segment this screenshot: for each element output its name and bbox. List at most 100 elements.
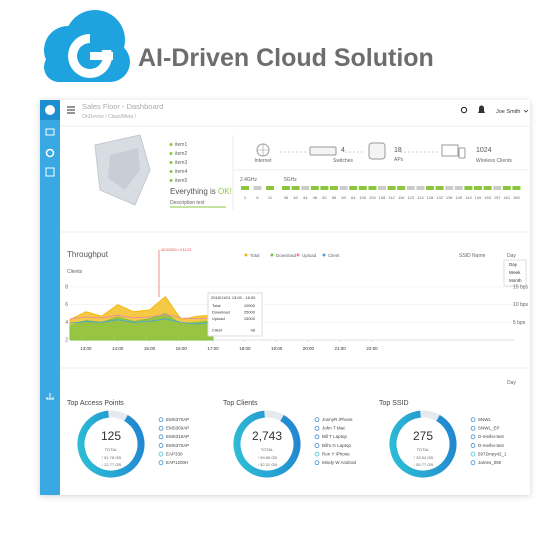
channel-label: 157 — [494, 195, 501, 200]
list-item[interactable]: EMS310AP — [166, 434, 189, 439]
channel-bar — [310, 186, 319, 190]
ssid-dropdown[interactable] — [450, 250, 492, 259]
list-item[interactable]: James_050 — [478, 460, 502, 465]
list-dot — [470, 451, 476, 457]
tooltip-value: 10000 — [244, 303, 256, 308]
card-title: Top Access Points — [67, 400, 124, 407]
y-tick-label: 4 — [65, 320, 68, 326]
tooltip-key: Total — [212, 303, 221, 308]
channel-label: 165 — [513, 195, 520, 200]
list-item[interactable]: 5972mey42_1 — [478, 451, 507, 456]
item-label: item3 — [175, 160, 187, 166]
range-option[interactable]: Day — [509, 262, 518, 267]
phone-icon — [458, 147, 466, 159]
list-dot — [314, 417, 320, 423]
top-range[interactable]: Day — [507, 380, 516, 386]
channel-label: 64 — [351, 195, 356, 200]
legend-label: Upload — [302, 253, 317, 258]
legend-dot — [244, 253, 248, 257]
list-item[interactable]: EMS370AP — [166, 443, 189, 448]
item-label: item1 — [175, 142, 187, 148]
aps-count: 18 — [394, 147, 402, 154]
sidebar — [40, 100, 60, 495]
clients-label: Wireless Clients — [476, 158, 512, 164]
list-dot — [314, 460, 320, 466]
list-item[interactable]: Ron Y iPhone — [322, 451, 350, 456]
list-item[interactable]: Mindy W Android — [322, 460, 357, 465]
page-title: AI-Driven Cloud Solution — [138, 44, 434, 72]
channel-bar — [435, 186, 444, 190]
channel-bar — [358, 186, 367, 190]
laptop-icon — [441, 144, 459, 157]
list-item[interactable]: Bill's G Laptop — [322, 443, 351, 448]
channel-bar — [320, 186, 329, 190]
list-dot — [470, 417, 476, 423]
channel-label: 6 — [256, 195, 259, 200]
monitor-icon[interactable] — [45, 128, 55, 136]
aps-label: APs — [394, 157, 404, 163]
item-dot — [169, 161, 173, 164]
ssid-filter: SSID Name — [459, 253, 486, 259]
list-item[interactable]: EMS360AP — [166, 426, 189, 431]
channel-bar — [387, 186, 396, 190]
user-name[interactable]: Joe Smith — [496, 109, 520, 115]
description: Description text — [170, 200, 205, 206]
list-dot — [158, 451, 164, 457]
channel-label: 100 — [359, 195, 366, 200]
list-item[interactable]: EMS370AP — [166, 417, 189, 422]
range-select[interactable]: Day — [507, 253, 516, 259]
radar-inner — [108, 148, 140, 190]
list-item[interactable]: JonnyR iPhone — [322, 417, 353, 422]
card-down: ↓ 22.77 GB — [101, 462, 121, 467]
band-5: 5GHz — [284, 177, 297, 183]
sidebar-logo-icon — [45, 105, 55, 115]
list-item[interactable]: Bill T Laptop — [322, 434, 347, 439]
card-total-label: TOTAL — [105, 447, 118, 452]
card-up: ↑ 99.85 GB — [257, 455, 277, 460]
x-tick-label: 14:00 — [112, 346, 124, 351]
list-item[interactable]: D-meiho-test — [478, 434, 505, 439]
donut-ring — [389, 410, 457, 478]
legend-label: Client — [328, 253, 340, 258]
tooltip-value: 25000 — [244, 310, 256, 315]
channel-label: 1 — [244, 195, 247, 200]
list-dot — [158, 434, 164, 440]
list-dot — [314, 434, 320, 440]
breadcrumb: OnDevice / Class/Meta / — [82, 114, 137, 120]
list-item[interactable]: John T Mac — [322, 426, 346, 431]
channel-bar — [301, 186, 310, 190]
internet-label: Internet — [255, 158, 273, 164]
card-up: ↑ 51.78 GB — [101, 455, 121, 460]
item-dot — [169, 152, 173, 155]
card-total: 275 — [413, 429, 433, 443]
channel-label: 116 — [398, 195, 405, 200]
list-item[interactable]: EAP1200H — [166, 460, 188, 465]
tooltip-value: 15000 — [244, 316, 256, 321]
logo — [44, 10, 130, 82]
list-item[interactable]: EAP330 — [166, 451, 183, 456]
channel-bar — [406, 186, 415, 190]
channel-label: 11 — [268, 195, 273, 200]
search-icon[interactable] — [460, 106, 468, 114]
y2-tick-label: 10 bps — [513, 302, 529, 308]
menu-icon[interactable] — [67, 106, 75, 114]
status: Everything is OK! — [170, 187, 232, 196]
ap-icon — [368, 142, 386, 160]
range-option[interactable]: Week — [509, 270, 521, 275]
legend-dot — [270, 253, 274, 257]
channel-bar — [349, 186, 358, 190]
channel-label: 124 — [417, 195, 424, 200]
topology-icon[interactable] — [46, 393, 54, 400]
channel-bar — [241, 186, 249, 190]
bell-icon[interactable] — [478, 105, 485, 114]
report-icon[interactable] — [45, 167, 55, 177]
range-option[interactable]: Month — [509, 278, 522, 283]
settings-icon[interactable] — [45, 148, 55, 158]
channel-bar — [330, 186, 338, 190]
list-item[interactable]: SNWL_EP — [478, 426, 500, 431]
list-item[interactable]: D-meiho-test — [478, 443, 505, 448]
donut-ring — [77, 410, 145, 478]
list-item[interactable]: SNWL — [478, 417, 491, 422]
channel-label: 161 — [503, 195, 510, 200]
